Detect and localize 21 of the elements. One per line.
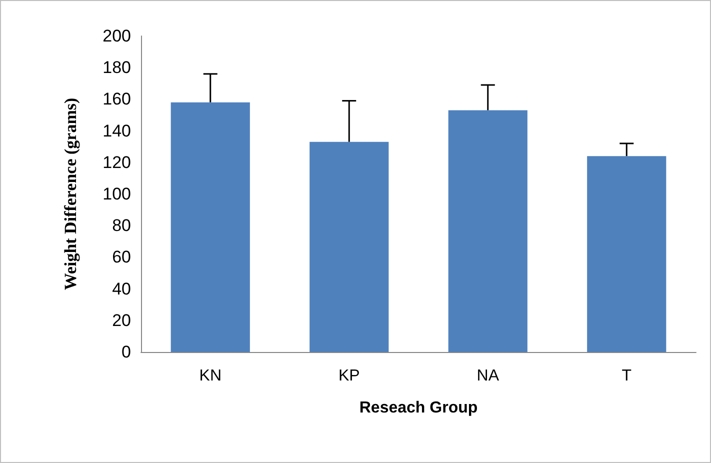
y-tick-label: 80 <box>112 216 131 236</box>
y-tick-label: 20 <box>112 310 131 330</box>
x-tick-label: KN <box>199 368 222 384</box>
y-tick-label: 140 <box>102 121 131 140</box>
y-tick-label: 120 <box>102 152 131 172</box>
x-tick-label: KP <box>338 368 360 384</box>
y-tick-label: 160 <box>102 90 131 109</box>
bar <box>310 142 389 352</box>
x-axis-title: Reseach Group <box>359 400 478 416</box>
y-axis-title: Weight Difference (grams) <box>61 98 80 290</box>
y-tick-label: 200 <box>102 26 131 46</box>
bar <box>170 102 250 352</box>
y-tick-label: 180 <box>102 58 131 78</box>
bar <box>587 156 666 352</box>
x-tick-label: NA <box>476 368 500 384</box>
x-tick-label: T <box>622 368 632 384</box>
y-tick-label: 60 <box>112 248 131 267</box>
bar <box>448 110 528 352</box>
y-tick-label: 100 <box>102 184 131 204</box>
y-tick-label: 0 <box>122 342 131 362</box>
y-tick-label: 40 <box>112 279 131 298</box>
